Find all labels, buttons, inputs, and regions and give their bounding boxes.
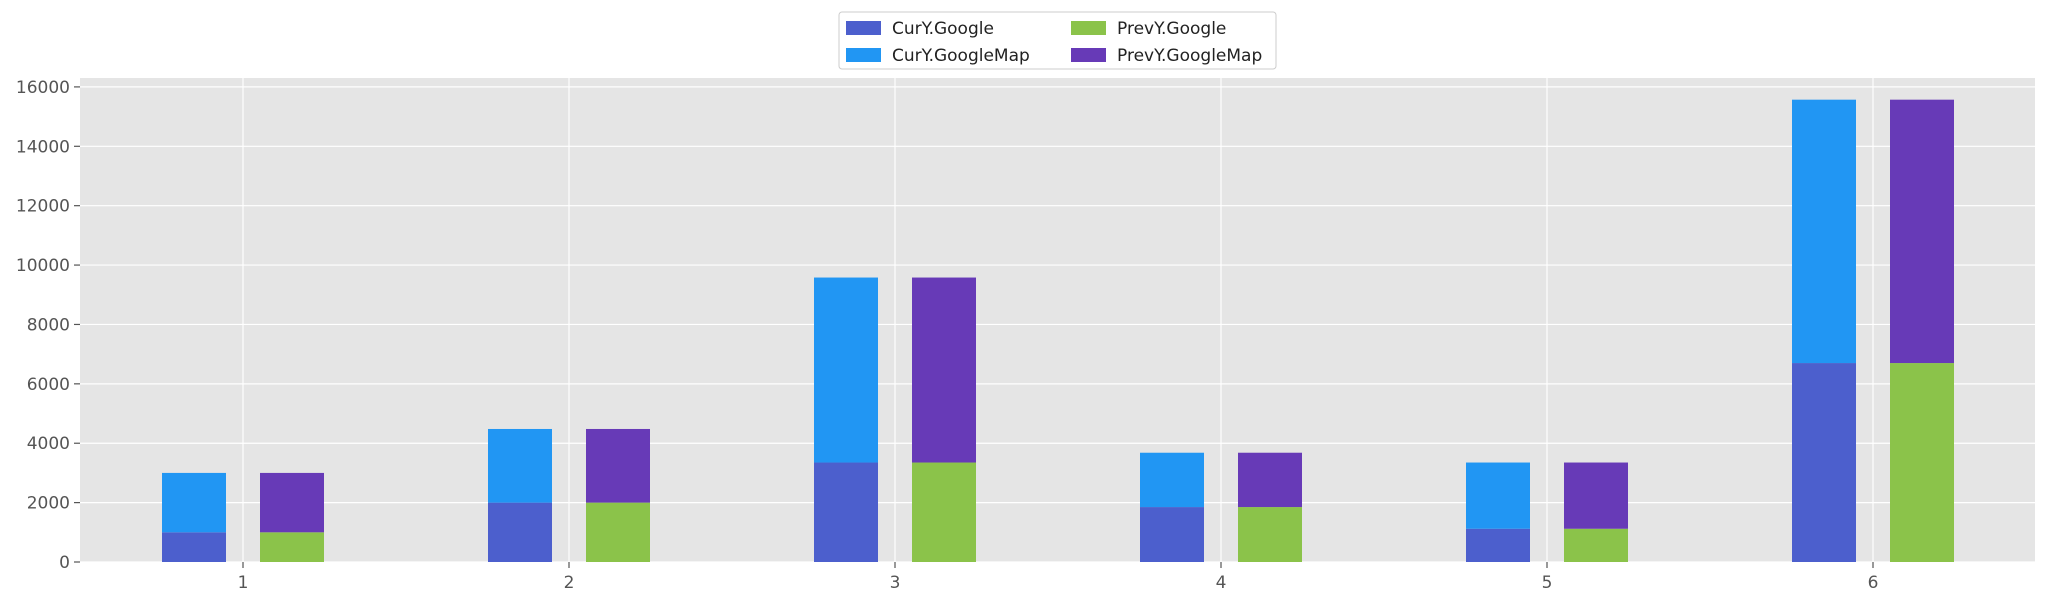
bar-prevy-googlemap-3	[912, 277, 976, 463]
y-axis: 0 2000 4000 6000 8000 10000 12000 14000 16000	[16, 78, 80, 573]
x-tick-label: 1	[238, 573, 249, 593]
y-tick-label: 2000	[27, 494, 70, 514]
bar-prevy-googlemap-5	[1564, 462, 1628, 529]
y-tick-label: 14000	[16, 137, 70, 157]
bar-cury-google-3	[814, 462, 878, 562]
y-tick-label: 8000	[27, 315, 70, 335]
legend-label: CurY.GoogleMap	[892, 46, 1030, 66]
legend-swatch	[846, 48, 881, 62]
bar-cury-google-1	[162, 532, 226, 562]
bars	[162, 99, 1954, 562]
x-tick-label: 5	[1542, 573, 1553, 593]
bar-cury-googlemap-1	[162, 472, 226, 533]
x-tick-label: 3	[890, 573, 901, 593]
bar-prevy-googlemap-6	[1890, 99, 1954, 364]
bar-cury-google-2	[488, 502, 552, 562]
legend-label: PrevY.Google	[1117, 19, 1226, 39]
bar-prevy-google-2	[586, 502, 650, 562]
y-tick-label: 6000	[27, 375, 70, 395]
y-tick-label: 4000	[27, 434, 70, 454]
bar-cury-googlemap-3	[814, 277, 878, 463]
bar-prevy-googlemap-1	[260, 472, 324, 533]
x-tick-label: 2	[564, 573, 575, 593]
x-axis: 1 2 3 4 5 6	[238, 562, 1879, 593]
bar-cury-googlemap-2	[488, 428, 552, 503]
y-tick-label: 12000	[16, 197, 70, 217]
plot-background	[80, 78, 2035, 562]
bar-prevy-google-4	[1238, 507, 1302, 562]
bar-prevy-googlemap-4	[1238, 452, 1302, 508]
legend-label: PrevY.GoogleMap	[1117, 46, 1262, 66]
bar-cury-google-5	[1466, 528, 1530, 562]
bar-prevy-google-6	[1890, 363, 1954, 562]
x-tick-label: 6	[1868, 573, 1879, 593]
gridlines	[80, 78, 2035, 563]
legend: CurY.Google CurY.GoogleMap PrevY.Google Pre…	[838, 11, 1277, 70]
bar-prevy-google-3	[912, 462, 976, 562]
bar-prevy-google-5	[1564, 528, 1628, 562]
bar-cury-google-4	[1140, 507, 1204, 562]
y-tick-label: 10000	[16, 256, 70, 276]
legend-swatch	[846, 21, 881, 35]
x-tick-label: 4	[1216, 573, 1227, 593]
bar-cury-googlemap-5	[1466, 462, 1530, 529]
legend-swatch	[1071, 21, 1106, 35]
bar-cury-google-6	[1792, 363, 1856, 562]
legend-swatch	[1071, 48, 1106, 62]
legend-frame	[838, 11, 1277, 70]
y-tick-label: 0	[59, 553, 70, 573]
bar-prevy-google-1	[260, 532, 324, 562]
bar-cury-googlemap-6	[1792, 99, 1856, 364]
bar-prevy-googlemap-2	[586, 428, 650, 503]
legend-label: CurY.Google	[892, 19, 994, 39]
bar-cury-googlemap-4	[1140, 452, 1204, 508]
y-tick-label: 16000	[16, 78, 70, 98]
